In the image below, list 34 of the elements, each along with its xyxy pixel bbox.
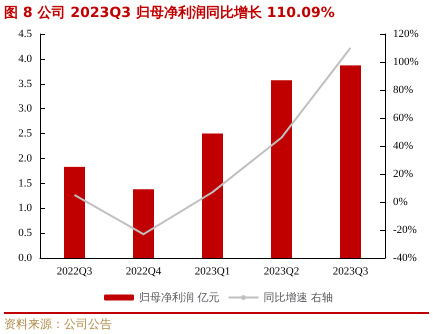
y2-tick-label: 0%: [393, 196, 408, 208]
text: 资料来源：公司公告: [4, 312, 429, 333]
y2-tick-label: -40%: [393, 252, 417, 264]
y2-tick-label: 40%: [393, 140, 414, 152]
x-tick-label: 2023Q1: [194, 266, 230, 278]
y-tick-label: 0.5: [18, 227, 32, 240]
y2-tick-label: 20%: [393, 168, 414, 180]
y-tick-label: 4.5: [18, 28, 32, 40]
bar: [202, 134, 223, 258]
y2-tick-label: 80%: [393, 84, 414, 96]
y2-tick-label: 100%: [393, 56, 419, 68]
y-tick-label: 2.5: [18, 128, 32, 140]
line-series: [74, 46, 352, 236]
y-tick-label: 1.5: [18, 177, 32, 190]
x-tick-label: 2023Q2: [264, 266, 300, 278]
legend-label: 同比增速 右轴: [264, 291, 333, 304]
x-tick-label: 2022Q3: [56, 266, 93, 278]
y-tick-label: 4.0: [18, 52, 32, 65]
y-tick-label: 1.0: [18, 202, 32, 214]
y2-tick-label: -20%: [393, 224, 417, 236]
y-tick-label: 2.0: [18, 152, 32, 164]
y2-tick-label: 60%: [393, 112, 414, 124]
chart-title: 图 8 公司 2023Q3 归母净利润同比增长 110.09%: [4, 4, 335, 22]
x-tick-label: 2023Q3: [332, 266, 369, 278]
x-tick-label: 2022Q4: [126, 266, 162, 278]
y2-tick-label: 120%: [393, 28, 419, 40]
y-tick-label: 0.0: [18, 252, 32, 264]
bar: [133, 189, 154, 258]
y-tick-label: 3.0: [18, 102, 32, 115]
bar: [340, 65, 361, 258]
legend-label: 归母净利润 亿元: [139, 291, 220, 304]
y-tick-label: 3.5: [18, 78, 32, 90]
bar: [64, 166, 85, 258]
bar: [271, 80, 292, 258]
